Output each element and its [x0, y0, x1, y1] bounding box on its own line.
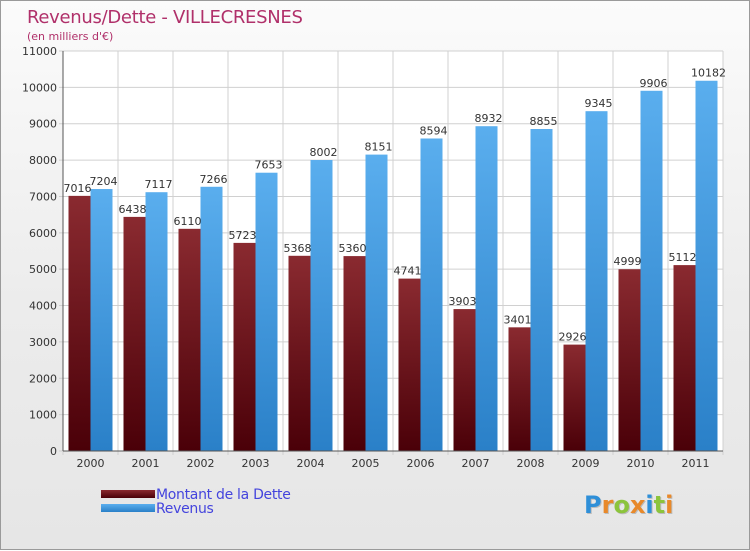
- data-label-revenus: 7117: [145, 178, 173, 191]
- bar-revenus: [365, 154, 388, 451]
- data-label-dette: 6438: [119, 203, 147, 216]
- x-tick-label: 2002: [187, 457, 215, 470]
- data-label-dette: 5368: [284, 242, 312, 255]
- data-label-revenus: 8932: [475, 112, 503, 125]
- legend-label-dette: Montant de la Dette: [156, 487, 291, 503]
- bar-revenus: [475, 126, 498, 451]
- chart-subtitle: (en milliers d'€): [27, 30, 114, 43]
- logo-letter: P: [584, 491, 602, 519]
- y-tick-label: 3000: [29, 336, 57, 349]
- legend-swatch-revenus: [101, 504, 155, 512]
- y-tick-label: 2000: [29, 372, 57, 385]
- bar-revenus: [90, 189, 113, 451]
- data-label-dette: 5360: [339, 242, 367, 255]
- bar-revenus: [585, 111, 608, 451]
- x-tick-label: 2001: [132, 457, 160, 470]
- x-tick-label: 2000: [77, 457, 105, 470]
- y-tick-label: 1000: [29, 409, 57, 422]
- data-label-dette: 3903: [449, 295, 477, 308]
- y-tick-label: 7000: [29, 190, 57, 203]
- data-label-dette: 4741: [394, 265, 422, 278]
- logo-letter: i: [645, 491, 654, 519]
- legend-label-revenus: Revenus: [156, 501, 214, 517]
- y-tick-label: 9000: [29, 118, 57, 131]
- bar-revenus: [640, 90, 663, 452]
- data-label-dette: 4999: [614, 255, 642, 268]
- logo-letter: o: [613, 491, 630, 519]
- data-label-revenus: 7204: [90, 175, 118, 188]
- bar-dette: [288, 255, 311, 451]
- y-tick-label: 0: [50, 445, 57, 458]
- data-label-dette: 3401: [504, 313, 532, 326]
- bar-dette: [508, 327, 531, 451]
- x-tick-label: 2009: [572, 457, 600, 470]
- bar-revenus: [310, 160, 333, 451]
- bar-revenus: [145, 192, 168, 451]
- y-tick-label: 4000: [29, 300, 57, 313]
- data-label-revenus: 8855: [530, 115, 558, 128]
- bar-dette: [453, 309, 476, 451]
- bar-revenus: [420, 138, 443, 451]
- bar-dette: [618, 269, 641, 451]
- bar-dette: [123, 216, 146, 451]
- bar-dette: [68, 195, 91, 451]
- bar-dette: [673, 265, 696, 451]
- axis-layer: 0 1000 2000 3000 4000 5000 6000 7000 8000 9000 100…: [22, 45, 723, 470]
- logo-letter: i: [665, 491, 674, 519]
- bar-dette: [233, 242, 256, 451]
- y-tick-label: 6000: [29, 227, 57, 240]
- proxiti-logo: Proxiti: [584, 491, 673, 519]
- bar-revenus: [255, 172, 278, 451]
- x-tick-label: 2006: [407, 457, 435, 470]
- legend-swatch-dette: [101, 490, 155, 498]
- logo-letter: t: [653, 491, 666, 519]
- y-tick-label: 11000: [22, 45, 57, 58]
- y-tick-label: 8000: [29, 154, 57, 167]
- data-label-revenus: 9906: [640, 77, 668, 90]
- x-tick-label: 2007: [462, 457, 490, 470]
- data-label-dette: 7016: [64, 182, 92, 195]
- bar-revenus: [695, 80, 718, 451]
- data-label-revenus: 8594: [420, 124, 448, 137]
- x-tick-label: 2004: [297, 457, 325, 470]
- x-tick-label: 2011: [682, 457, 710, 470]
- data-label-revenus: 7653: [255, 159, 283, 172]
- data-label-dette: 5723: [229, 229, 257, 242]
- data-label-revenus: 8151: [365, 141, 393, 154]
- data-label-dette: 6110: [174, 215, 202, 228]
- bar-dette: [563, 344, 586, 451]
- y-tick-label: 10000: [22, 81, 57, 94]
- data-label-revenus: 9345: [585, 97, 613, 110]
- logo-letter: x: [629, 491, 646, 519]
- x-tick-label: 2008: [517, 457, 545, 470]
- x-tick-label: 2003: [242, 457, 270, 470]
- y-tick-label: 5000: [29, 263, 57, 276]
- bar-dette: [343, 256, 366, 451]
- data-label-dette: 2926: [559, 331, 587, 344]
- data-label-dette: 5112: [669, 251, 697, 264]
- x-tick-label: 2010: [627, 457, 655, 470]
- x-tick-label: 2005: [352, 457, 380, 470]
- bar-dette: [178, 228, 201, 451]
- data-label-revenus: 7266: [200, 173, 228, 186]
- bars-layer: [68, 80, 718, 452]
- data-label-revenus: 10182: [691, 67, 726, 80]
- bar-revenus: [530, 129, 553, 451]
- logo-letter: r: [601, 491, 614, 519]
- bar-revenus: [200, 186, 223, 452]
- data-label-revenus: 8002: [310, 146, 338, 159]
- chart-title: Revenus/Dette - VILLECRESNES: [27, 7, 303, 28]
- legend-item-dette: Montant de la Dette: [101, 487, 401, 503]
- bar-dette: [398, 278, 421, 451]
- grid-layer: [59, 50, 724, 455]
- legend-item-revenus: Revenus: [101, 501, 401, 517]
